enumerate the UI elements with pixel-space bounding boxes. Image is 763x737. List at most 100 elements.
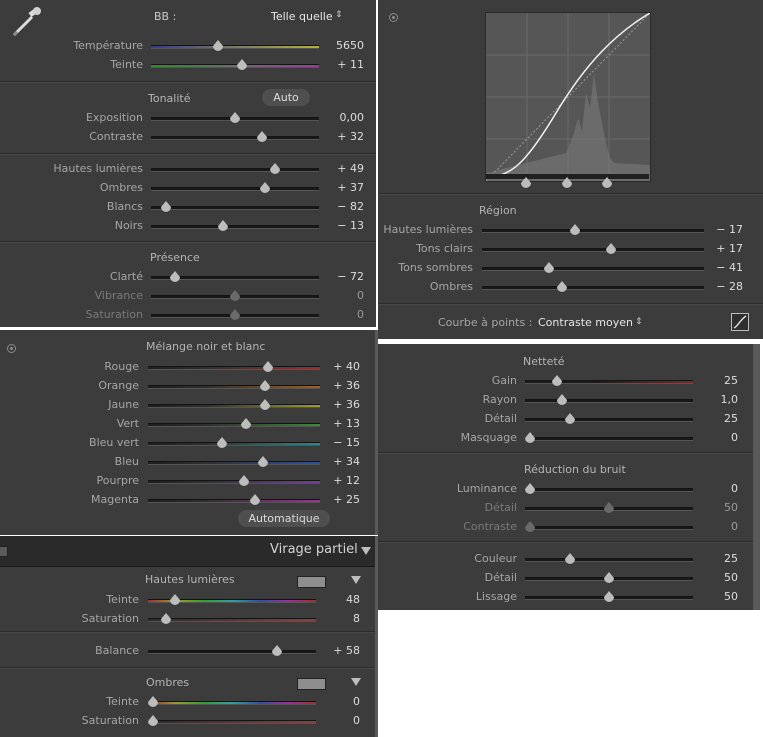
detail-slider[interactable] <box>525 502 693 513</box>
couleur-value[interactable]: 25 <box>724 552 738 565</box>
chevron-updown-icon[interactable]: ⇕ <box>335 10 343 20</box>
blancs-value[interactable]: − 82 <box>337 200 364 213</box>
tons-clairs-slider[interactable] <box>482 243 704 254</box>
slider-thumb[interactable] <box>551 375 562 386</box>
teinte-slider[interactable] <box>148 594 316 605</box>
orange-value[interactable]: + 36 <box>333 379 360 392</box>
hautes-lumieres-value[interactable]: + 49 <box>337 162 364 175</box>
eyedropper-icon[interactable] <box>8 5 44 39</box>
collapse-triangle-icon[interactable] <box>351 576 361 584</box>
ombres-value[interactable]: + 37 <box>337 181 364 194</box>
saturation-value[interactable]: 0 <box>357 308 364 321</box>
slider-thumb[interactable] <box>249 494 260 505</box>
exposition-value[interactable]: 0,00 <box>339 111 365 124</box>
jaune-slider[interactable] <box>148 399 320 410</box>
panel-toggle-icon[interactable] <box>7 344 16 353</box>
slider-thumb[interactable] <box>218 220 229 231</box>
slider-thumb[interactable] <box>604 502 614 513</box>
saturation-value[interactable]: 0 <box>353 714 360 727</box>
slider-thumb[interactable] <box>570 224 581 235</box>
slider-thumb[interactable] <box>270 163 281 174</box>
slider-thumb[interactable] <box>230 309 240 320</box>
luminance-slider[interactable] <box>525 483 693 494</box>
contraste-value[interactable]: 0 <box>731 520 738 533</box>
lissage-value[interactable]: 50 <box>724 590 738 603</box>
tone-curve-graph[interactable] <box>485 12 651 182</box>
slider-thumb[interactable] <box>259 380 270 391</box>
couleur-slider[interactable] <box>525 553 693 564</box>
exposition-slider[interactable] <box>151 112 319 123</box>
bleu-vert-slider[interactable] <box>148 437 320 448</box>
hautes-lumieres-slider[interactable] <box>151 163 319 174</box>
orange-slider[interactable] <box>148 380 320 391</box>
pourpre-slider[interactable] <box>148 475 320 486</box>
slider-thumb[interactable] <box>259 399 270 410</box>
curve-split-handle[interactable] <box>602 177 612 188</box>
slider-thumb[interactable] <box>604 591 614 602</box>
teinte-slider[interactable] <box>148 696 316 707</box>
slider-thumb[interactable] <box>241 418 252 429</box>
slider-thumb[interactable] <box>256 131 267 142</box>
masquage-slider[interactable] <box>525 432 693 443</box>
teinte-slider[interactable] <box>151 59 319 70</box>
balance-slider[interactable] <box>148 645 316 656</box>
noirs-value[interactable]: − 13 <box>337 219 364 232</box>
detail-value[interactable]: 50 <box>724 501 738 514</box>
slider-thumb[interactable] <box>161 201 172 212</box>
contraste-value[interactable]: + 32 <box>337 130 364 143</box>
rayon-value[interactable]: 1,0 <box>720 393 739 406</box>
curve-split-handle[interactable] <box>562 177 572 188</box>
vert-value[interactable]: + 13 <box>333 417 360 430</box>
jaune-value[interactable]: + 36 <box>333 398 360 411</box>
bleu-vert-value[interactable]: − 15 <box>333 436 360 449</box>
slider-thumb[interactable] <box>565 553 576 564</box>
collapse-triangle-icon[interactable] <box>361 547 371 555</box>
slider-thumb[interactable] <box>260 182 271 193</box>
tons-sombres-slider[interactable] <box>482 262 704 273</box>
vibrance-slider[interactable] <box>151 290 319 301</box>
teinte-value[interactable]: 0 <box>353 695 360 708</box>
detail-value[interactable]: 50 <box>724 571 738 584</box>
clarte-value[interactable]: − 72 <box>337 270 364 283</box>
ombres-slider[interactable] <box>151 182 319 193</box>
slider-thumb[interactable] <box>525 521 536 532</box>
saturation-slider[interactable] <box>148 715 316 726</box>
slider-thumb[interactable] <box>236 59 247 70</box>
bw-auto-button[interactable]: Automatique <box>238 510 330 527</box>
slider-thumb[interactable] <box>216 437 227 448</box>
contraste-slider[interactable] <box>525 521 693 532</box>
tons-clairs-value[interactable]: + 17 <box>716 242 743 255</box>
teinte-value[interactable]: + 11 <box>337 58 364 71</box>
ombres-slider[interactable] <box>482 281 704 292</box>
slider-thumb[interactable] <box>604 572 614 583</box>
masquage-value[interactable]: 0 <box>731 431 738 444</box>
slider-thumb[interactable] <box>543 262 554 273</box>
slider-thumb[interactable] <box>239 475 250 486</box>
balance-value[interactable]: + 58 <box>333 644 360 657</box>
detail-value[interactable]: 25 <box>724 412 738 425</box>
slider-thumb[interactable] <box>230 112 240 123</box>
wb-preset-select[interactable]: Telle quelle <box>271 10 333 23</box>
rouge-slider[interactable] <box>148 361 320 372</box>
pourpre-value[interactable]: + 12 <box>333 474 360 487</box>
magenta-value[interactable]: + 25 <box>333 493 360 506</box>
gain-value[interactable]: 25 <box>724 374 738 387</box>
hautes-lumieres-slider[interactable] <box>482 224 704 235</box>
split-toning-header[interactable]: Virage partiel <box>0 536 375 567</box>
clarte-slider[interactable] <box>151 271 319 282</box>
saturation-slider[interactable] <box>148 613 316 624</box>
temperature-slider[interactable] <box>151 40 319 51</box>
slider-thumb[interactable] <box>213 40 224 51</box>
highlights-color-swatch[interactable] <box>297 576 326 588</box>
detail-slider[interactable] <box>525 572 693 583</box>
saturation-slider[interactable] <box>151 309 319 320</box>
noirs-slider[interactable] <box>151 220 319 231</box>
temperature-value[interactable]: 5650 <box>336 39 364 52</box>
slider-thumb[interactable] <box>565 413 576 424</box>
gain-slider[interactable] <box>525 375 693 386</box>
luminance-value[interactable]: 0 <box>731 482 738 495</box>
slider-thumb[interactable] <box>556 281 567 292</box>
vert-slider[interactable] <box>148 418 320 429</box>
slider-thumb[interactable] <box>263 361 274 372</box>
bleu-slider[interactable] <box>148 456 320 467</box>
